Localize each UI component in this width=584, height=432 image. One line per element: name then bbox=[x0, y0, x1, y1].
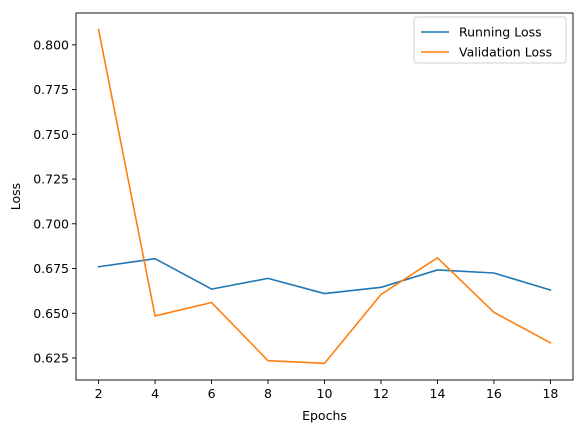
legend-label: Validation Loss bbox=[459, 45, 552, 60]
y-tick-label: 0.800 bbox=[33, 37, 69, 52]
plot-area bbox=[76, 13, 573, 380]
x-tick-label: 14 bbox=[430, 386, 446, 401]
x-tick-label: 8 bbox=[264, 386, 272, 401]
y-axis-title: Loss bbox=[8, 183, 23, 210]
legend-label: Running Loss bbox=[459, 25, 542, 40]
x-tick-label: 16 bbox=[486, 386, 502, 401]
y-ticks: 0.625 0.650 0.675 0.700 0.725 0.750 0.775 0.800 bbox=[33, 37, 76, 365]
y-tick-label: 0.675 bbox=[33, 261, 69, 276]
x-tick-label: 12 bbox=[373, 386, 389, 401]
x-tick-label: 18 bbox=[542, 386, 558, 401]
x-axis-title: Epochs bbox=[302, 408, 347, 423]
x-tick-label: 2 bbox=[95, 386, 103, 401]
y-tick-label: 0.750 bbox=[33, 127, 69, 142]
legend: Running Loss Validation Loss bbox=[414, 17, 566, 63]
y-tick-label: 0.625 bbox=[33, 350, 69, 365]
y-tick-label: 0.650 bbox=[33, 306, 69, 321]
y-tick-label: 0.775 bbox=[33, 82, 69, 97]
x-tick-label: 4 bbox=[151, 386, 159, 401]
y-tick-label: 0.700 bbox=[33, 216, 69, 231]
y-tick-label: 0.725 bbox=[33, 172, 69, 187]
x-tick-label: 10 bbox=[317, 386, 333, 401]
x-tick-label: 6 bbox=[208, 386, 216, 401]
x-ticks: 2 4 6 8 10 12 14 16 18 bbox=[95, 380, 559, 401]
